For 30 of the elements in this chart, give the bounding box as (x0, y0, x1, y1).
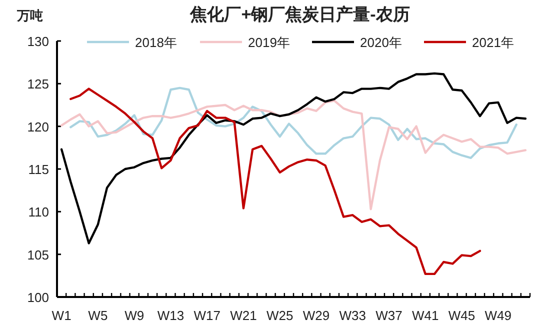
x-tick-label: W29 (302, 308, 330, 323)
x-tick-label: W1 (52, 308, 72, 323)
line-series (60, 72, 527, 244)
x-tick-label: W5 (88, 308, 108, 323)
y-tick-label: 100 (27, 290, 49, 305)
line-series (70, 88, 482, 276)
y-tick-label: 130 (27, 34, 49, 49)
x-tick-label: W33 (339, 308, 366, 323)
x-tick-label: W17 (194, 308, 220, 323)
x-tick-label: W49 (484, 308, 512, 323)
line-series (60, 100, 527, 210)
legend-label: 2018年 (135, 35, 177, 50)
y-tick-label: 110 (28, 204, 49, 220)
x-tick-label: W25 (266, 308, 294, 323)
x-tick-label: W13 (157, 308, 184, 323)
y-tick-label: 105 (27, 247, 49, 262)
x-tick-label: W21 (230, 308, 257, 323)
chart-title: 焦化厂+钢厂焦炭日产量-农历 (189, 5, 410, 24)
line-series (70, 86, 518, 160)
legend-label: 2021年 (472, 35, 514, 50)
x-tick-label: W45 (448, 308, 476, 323)
y-tick-label: 125 (27, 76, 49, 92)
x-tick-label: W37 (376, 308, 402, 323)
x-tick-label: W41 (412, 308, 439, 323)
legend-label: 2020年 (360, 35, 402, 50)
legend-label: 2019年 (248, 35, 290, 50)
y-tick-label: 120 (27, 119, 49, 134)
y-tick-label: 115 (28, 162, 49, 177)
x-tick-label: W9 (124, 308, 144, 323)
y-axis-title: 万吨 (16, 8, 43, 23)
